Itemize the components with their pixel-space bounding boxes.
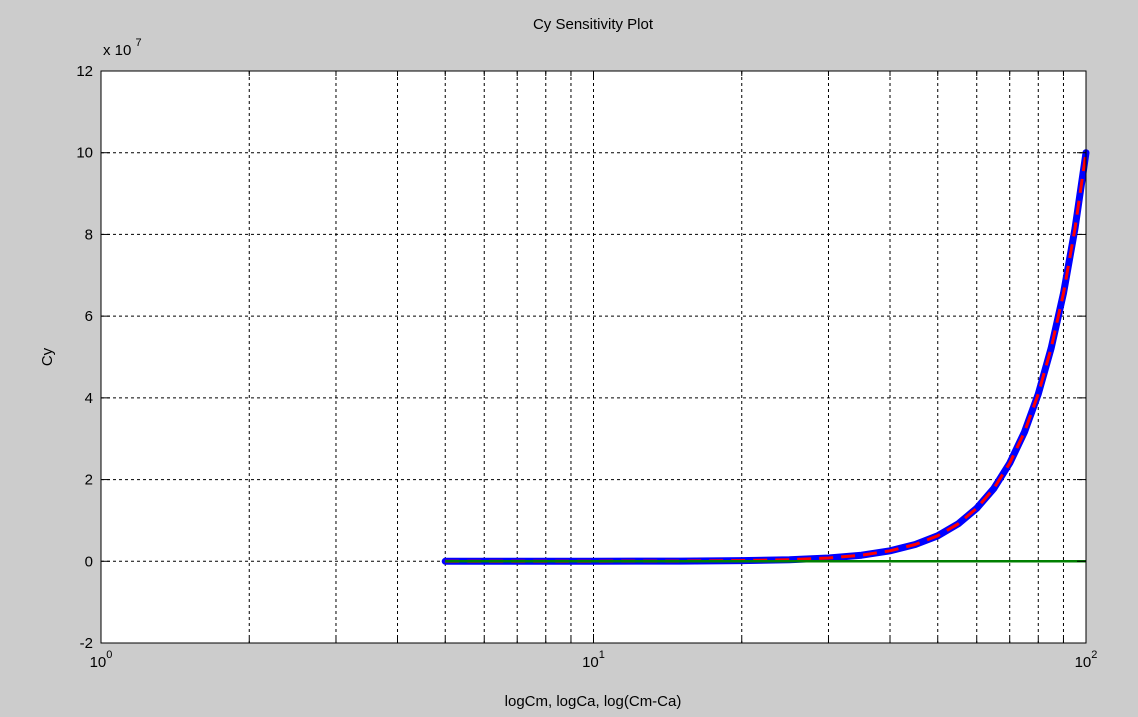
y-tick-label: 0	[85, 553, 93, 570]
x-tick-label: 100	[90, 649, 113, 671]
series-2-line	[445, 152, 1088, 563]
x-tick-label: 101	[582, 649, 605, 671]
series-layer	[441, 149, 1090, 565]
x-tick-label-base: 10	[1075, 654, 1092, 671]
y-exponent-power: 7	[136, 37, 142, 49]
y-tick-label: 10	[76, 145, 93, 162]
y-axis-label: Cy	[39, 347, 56, 366]
y-tick-label: 8	[85, 226, 93, 243]
y-tick-label: 6	[85, 308, 93, 325]
x-tick-label-exponent: 0	[106, 649, 112, 661]
y-tick-label: 2	[85, 472, 93, 489]
y-exponent-label: x 10 7	[103, 37, 142, 59]
y-exponent-base: x 10	[103, 42, 131, 59]
x-tick-label-exponent: 1	[599, 649, 605, 661]
x-tick-label-base: 10	[582, 654, 599, 671]
y-tick-label: 12	[76, 63, 93, 80]
x-tick-label-exponent: 2	[1091, 649, 1097, 661]
x-axis-label: logCm, logCa, log(Cm-Ca)	[505, 693, 682, 710]
y-tick-label: -2	[80, 635, 93, 652]
x-tick-label-base: 10	[90, 654, 107, 671]
y-tick-label: 4	[85, 390, 93, 407]
x-tick-label: 102	[1075, 649, 1098, 671]
chart-title: Cy Sensitivity Plot	[533, 16, 654, 33]
